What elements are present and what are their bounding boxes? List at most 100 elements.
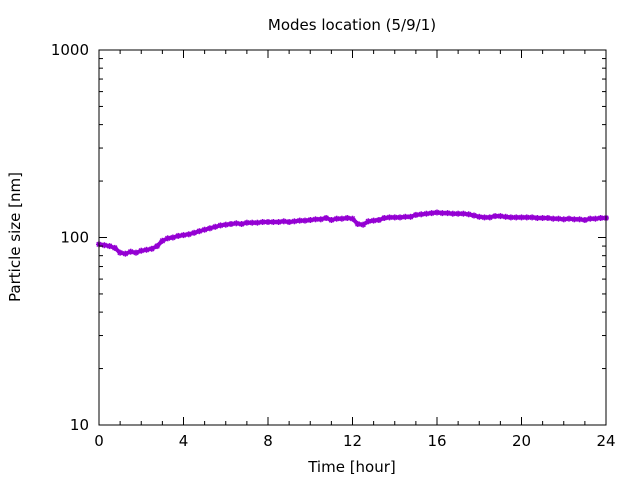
- data-point: [412, 211, 419, 218]
- data-point: [101, 242, 108, 249]
- data-point: [513, 214, 520, 221]
- x-tick-label: 24: [596, 432, 615, 450]
- data-point: [333, 215, 340, 222]
- data-point: [497, 213, 504, 220]
- data-point: [275, 219, 282, 225]
- data-point: [534, 215, 541, 221]
- data-point: [434, 209, 440, 216]
- data-point: [143, 246, 150, 253]
- data-point: [471, 212, 477, 219]
- data-point: [492, 213, 499, 220]
- data-point: [444, 210, 451, 217]
- data-point: [597, 215, 604, 221]
- data-point: [418, 211, 425, 218]
- data-point: [159, 237, 166, 244]
- data-point: [555, 215, 562, 222]
- data-point: [502, 213, 509, 220]
- data-point: [222, 221, 229, 228]
- data-point: [180, 232, 187, 239]
- data-point: [122, 250, 129, 257]
- data-point: [571, 216, 578, 223]
- data-point: [217, 222, 224, 229]
- data-point: [169, 234, 176, 241]
- data-point: [254, 219, 261, 226]
- data-point: [111, 244, 118, 251]
- data-point: [307, 217, 314, 223]
- x-axis-label: Time [hour]: [307, 458, 396, 476]
- data-point: [338, 215, 345, 222]
- data-point: [201, 226, 208, 233]
- data-point: [539, 215, 546, 221]
- data-point: [375, 217, 382, 223]
- data-point: [386, 214, 393, 221]
- data-point: [212, 223, 219, 230]
- x-tick-label: 20: [512, 432, 531, 450]
- data-point: [544, 215, 551, 221]
- data-point: [280, 218, 287, 225]
- data-point: [354, 221, 361, 227]
- data-point: [265, 219, 271, 225]
- data-point: [233, 220, 240, 227]
- y-tick-label: 100: [60, 229, 89, 247]
- data-point: [486, 214, 493, 221]
- data-point: [460, 210, 467, 217]
- data-point: [518, 214, 525, 221]
- data-point: [286, 219, 293, 225]
- data-point: [507, 214, 514, 221]
- x-tick-label: 12: [343, 432, 362, 450]
- data-point: [154, 243, 161, 250]
- data-point: [587, 215, 594, 222]
- data-point: [302, 217, 308, 224]
- data-point: [323, 215, 330, 221]
- data-point: [106, 243, 113, 250]
- x-tick-label: 16: [427, 432, 446, 450]
- data-point: [175, 232, 182, 239]
- chart-title: Modes location (5/9/1): [268, 16, 436, 34]
- data-point: [529, 214, 536, 221]
- data-point: [428, 210, 435, 217]
- data-point: [138, 247, 145, 254]
- data-point: [465, 211, 472, 218]
- data-point: [238, 221, 245, 227]
- data-point: [296, 217, 303, 224]
- data-point: [259, 219, 266, 225]
- data-point: [291, 218, 298, 225]
- axes: 0 4 8 12 16 20 24 10 100 1000: [51, 41, 616, 450]
- data-point: [566, 215, 572, 222]
- data-point: [249, 219, 256, 226]
- data-point: [317, 216, 324, 223]
- data-point: [196, 228, 203, 235]
- data-point: [523, 214, 530, 221]
- data-point: [476, 213, 483, 220]
- data-point: [191, 229, 198, 236]
- data-point: [449, 210, 456, 217]
- data-point: [206, 225, 213, 232]
- data-point: [581, 217, 588, 223]
- data-point: [164, 235, 171, 242]
- data-point: [349, 215, 356, 222]
- data-point: [360, 221, 367, 228]
- data-point: [344, 215, 351, 221]
- data-point: [312, 216, 319, 223]
- data-point: [381, 215, 388, 221]
- x-tick-label: 4: [179, 432, 189, 450]
- data-point: [365, 218, 372, 225]
- data-point: [243, 219, 250, 226]
- data-point: [127, 248, 134, 255]
- y-tick-label: 10: [70, 416, 89, 434]
- data-point: [228, 221, 234, 227]
- data-point: [481, 214, 488, 221]
- plot-area: [96, 209, 609, 257]
- data-point: [423, 210, 430, 217]
- data-point: [576, 216, 583, 223]
- data-point: [391, 214, 398, 221]
- data-point: [148, 245, 155, 252]
- data-point: [402, 213, 409, 220]
- data-point: [370, 217, 377, 224]
- x-tick-label: 0: [94, 432, 104, 450]
- data-point: [397, 214, 403, 221]
- x-tick-label: 8: [263, 432, 273, 450]
- data-point: [407, 213, 414, 220]
- data-point: [550, 215, 557, 222]
